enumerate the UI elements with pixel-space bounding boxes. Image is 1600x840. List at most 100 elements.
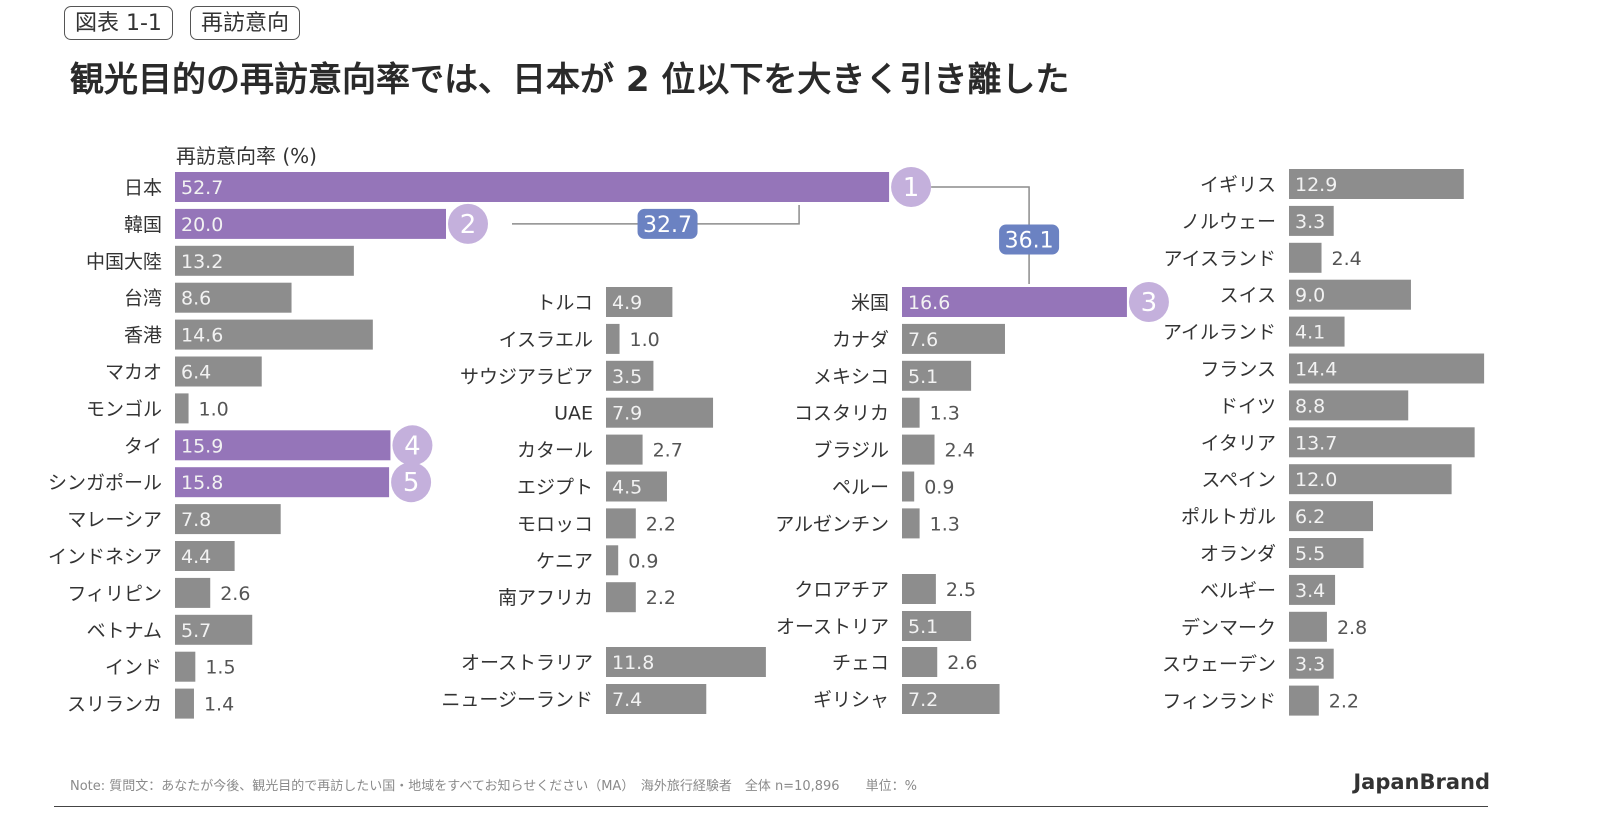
rank-badge — [1128, 282, 1169, 322]
bar-label: アイルランド — [1163, 322, 1276, 344]
value-label: 9.0 — [1295, 285, 1325, 307]
bar — [1289, 316, 1345, 347]
rank-number: 1 — [903, 173, 920, 203]
figure-tag: 図表 1-1 — [64, 6, 173, 40]
bar-label: タイ — [124, 435, 162, 457]
bar-label: トルコ — [536, 292, 593, 314]
bar-label: ベトナム — [87, 620, 162, 642]
gap-connector — [512, 205, 800, 225]
value-label: 2.8 — [1337, 617, 1367, 639]
value-label: 1.0 — [199, 398, 229, 420]
rank-number: 2 — [460, 210, 477, 240]
value-label: 2.2 — [1329, 691, 1359, 713]
bar — [1289, 169, 1464, 199]
value-label: 2.2 — [646, 513, 676, 535]
bar — [606, 360, 654, 391]
bar — [606, 434, 643, 465]
bar-label: イタリア — [1201, 432, 1276, 454]
chart-headline: 観光目的の再訪意向率では、日本が 2 位以下を大きく引き離した — [70, 60, 1070, 100]
value-label: 3.3 — [1295, 211, 1325, 233]
bar — [902, 287, 1127, 317]
value-label: 15.9 — [181, 435, 223, 457]
value-label: 14.6 — [181, 325, 223, 347]
value-label: 5.7 — [181, 620, 211, 642]
bar — [902, 611, 972, 641]
bar-label: オランダ — [1200, 543, 1276, 565]
value-label: 2.4 — [945, 440, 975, 462]
bar-label: スリランカ — [67, 694, 162, 716]
bar — [902, 574, 936, 604]
bar-label: マカオ — [105, 362, 162, 384]
bar — [606, 323, 620, 354]
value-label: 7.6 — [908, 329, 938, 351]
bar-label: 中国大陸 — [86, 251, 162, 273]
axis-caption: 再訪意向率 (%) — [176, 144, 317, 168]
topic-tag: 再訪意向 — [190, 6, 301, 40]
bar-label: スペイン — [1201, 469, 1276, 491]
rank-number: 5 — [403, 468, 420, 498]
value-label: 7.2 — [908, 689, 938, 711]
value-label: 3.3 — [1295, 654, 1325, 676]
bar-label: デンマーク — [1181, 617, 1276, 639]
value-label: 6.4 — [181, 362, 211, 384]
bar — [606, 684, 707, 714]
bar — [902, 471, 915, 502]
bar — [175, 614, 253, 645]
value-label: 2.5 — [946, 579, 976, 601]
bar — [175, 208, 446, 239]
bar — [175, 688, 194, 719]
footnote: Note: 質問文：あなたが今後、観光目的で再訪したい国・地域をすべてお知らせく… — [70, 779, 917, 794]
value-label: 12.9 — [1295, 174, 1337, 196]
bar-label: イギリス — [1200, 174, 1276, 196]
value-label: 7.9 — [612, 403, 642, 425]
value-label: 0.9 — [628, 550, 658, 572]
bar — [902, 360, 972, 391]
bar-label: 韓国 — [124, 214, 162, 236]
bar — [175, 430, 391, 461]
bar-label: ニュージーランド — [441, 689, 593, 711]
value-label: 16.6 — [908, 292, 950, 314]
bar — [175, 245, 354, 276]
bar — [1289, 464, 1452, 495]
bar-label: モロッコ — [517, 513, 593, 535]
bar-label: カナダ — [832, 329, 889, 351]
bar-label: サウジアラビア — [460, 366, 593, 388]
bar-label: クロアチア — [794, 579, 889, 601]
bar-label: ギリシャ — [813, 689, 889, 711]
value-label: 1.3 — [930, 403, 960, 425]
bar — [1289, 242, 1322, 273]
bar — [175, 356, 262, 387]
bar — [1289, 685, 1319, 716]
bar-label: マレーシア — [67, 509, 162, 531]
bar-label: ノルウェー — [1181, 211, 1276, 233]
value-label: 2.4 — [1332, 248, 1362, 270]
bar — [1289, 501, 1374, 532]
bar-label: スウェーデン — [1162, 654, 1276, 676]
bar — [1289, 390, 1409, 421]
value-label: 1.3 — [930, 513, 960, 535]
bar — [902, 647, 938, 677]
bar-label: インドネシア — [48, 546, 162, 568]
bar-label: アイスランド — [1164, 248, 1276, 270]
bar — [902, 508, 920, 539]
bar — [606, 647, 766, 677]
bar-label: チェコ — [832, 652, 889, 674]
value-label: 8.8 — [1295, 395, 1325, 417]
bar — [902, 684, 1000, 714]
bar — [1289, 427, 1475, 458]
bar-label: イスラエル — [499, 329, 593, 351]
bar — [175, 651, 196, 682]
value-label: 4.1 — [1295, 322, 1325, 344]
bar — [1289, 611, 1327, 642]
gap-badge — [999, 224, 1060, 255]
bar — [1289, 353, 1485, 384]
bar — [902, 397, 920, 428]
bar-label: インド — [105, 657, 162, 679]
value-label: 3.5 — [612, 366, 642, 388]
value-label: 20.0 — [181, 214, 223, 236]
value-label: 15.8 — [181, 472, 223, 494]
value-label: 13.7 — [1295, 432, 1337, 454]
bar — [902, 434, 935, 465]
bar — [175, 467, 390, 498]
